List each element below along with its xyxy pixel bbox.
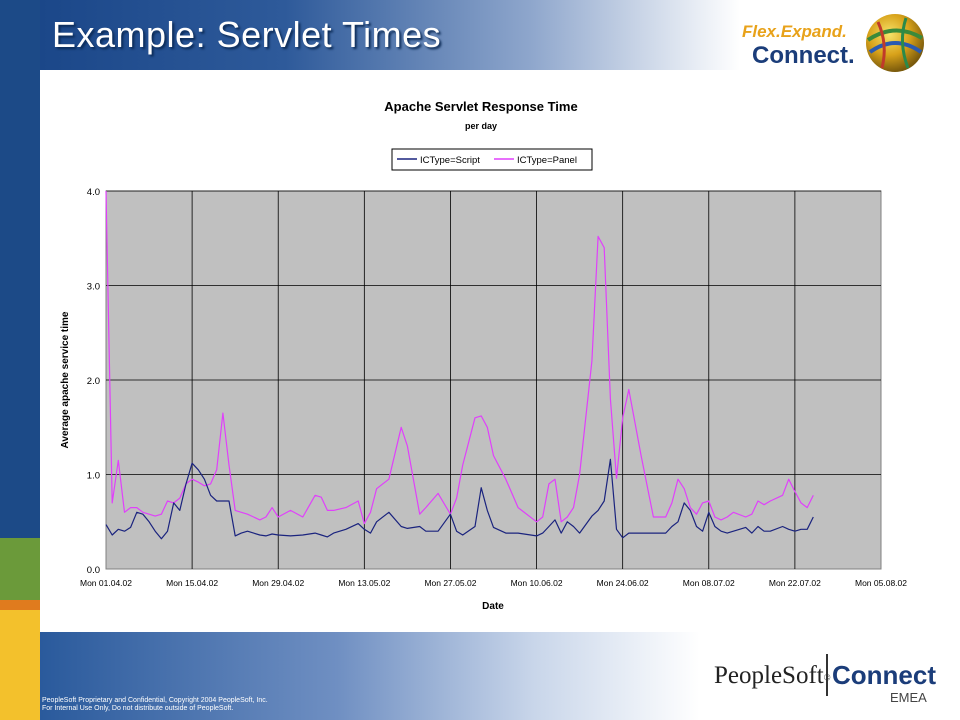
y-tick-label: 1.0 bbox=[87, 471, 100, 482]
y-axis-label: Average apache service time bbox=[60, 311, 71, 448]
y-tick-label: 2.0 bbox=[87, 376, 100, 387]
chart-legend: ICType=Script ICType=Panel bbox=[391, 148, 593, 171]
x-axis-ticks: Mon 01.04.02 Mon 15.04.02 Mon 29.04.02 Mon … bbox=[80, 578, 907, 588]
footer-copyright: PeopleSoft Proprietary and Confidential,… bbox=[42, 697, 268, 704]
logo-tagline: Flex.Expand. bbox=[742, 22, 847, 41]
legend-box bbox=[391, 148, 593, 171]
panel-series-line bbox=[105, 190, 814, 525]
chart-series bbox=[105, 190, 814, 540]
x-tick-label: Mon 29.04.02 bbox=[252, 578, 304, 588]
peoplesoft-logo: PeopleSoft® bbox=[714, 662, 831, 690]
logo-connect-word: Connect. bbox=[752, 42, 855, 69]
slide-title: Example: Servlet Times bbox=[52, 14, 442, 55]
chart-title: Apache Servlet Response Time bbox=[384, 99, 577, 114]
x-tick-label: Mon 10.06.02 bbox=[511, 578, 563, 588]
x-tick-label: Mon 15.04.02 bbox=[166, 578, 218, 588]
legend-label-script: ICType=Script bbox=[420, 155, 480, 166]
x-tick-label: Mon 08.07.02 bbox=[683, 578, 735, 588]
flex-expand-connect-logo: Flex.Expand. Connect. bbox=[742, 14, 942, 80]
header-gradient-band bbox=[40, 0, 740, 70]
yellow-accent-block bbox=[0, 610, 40, 720]
logo-divider bbox=[826, 654, 828, 696]
y-tick-label: 4.0 bbox=[87, 187, 100, 198]
chart-gridlines bbox=[106, 190, 881, 569]
footer-gradient-band bbox=[40, 632, 700, 720]
orange-accent-block bbox=[0, 600, 40, 610]
x-tick-label: Mon 01.04.02 bbox=[80, 578, 132, 588]
y-tick-label: 0.0 bbox=[87, 565, 100, 576]
x-tick-label: Mon 22.07.02 bbox=[769, 578, 821, 588]
legend-label-panel: ICType=Panel bbox=[517, 155, 577, 166]
footer-internal-notice: For Internal Use Only, Do not distribute… bbox=[42, 705, 234, 712]
servlet-response-chart: Apache Servlet Response Time per day ICT… bbox=[60, 99, 907, 612]
script-series-line bbox=[105, 458, 814, 540]
x-tick-label: Mon 24.06.02 bbox=[597, 578, 649, 588]
left-accent-stripe bbox=[0, 0, 40, 720]
y-axis-ticks: 0.0 1.0 2.0 3.0 4.0 bbox=[87, 187, 100, 576]
y-tick-label: 3.0 bbox=[87, 282, 100, 293]
peoplesoft-wordmark: PeopleSoft bbox=[714, 662, 824, 689]
footer-legal-text: PeopleSoft Proprietary and Confidential,… bbox=[42, 697, 268, 713]
emea-label: EMEA bbox=[890, 690, 927, 705]
rubber-band-ball-icon bbox=[866, 14, 924, 72]
green-accent-block bbox=[0, 538, 40, 600]
x-tick-label: Mon 27.05.02 bbox=[424, 578, 476, 588]
chart-subtitle: per day bbox=[465, 121, 497, 131]
connect-wordmark: Connect bbox=[832, 660, 936, 690]
x-tick-label: Mon 13.05.02 bbox=[338, 578, 390, 588]
x-tick-label: Mon 05.08.02 bbox=[855, 578, 907, 588]
x-axis-label: Date bbox=[482, 601, 504, 612]
